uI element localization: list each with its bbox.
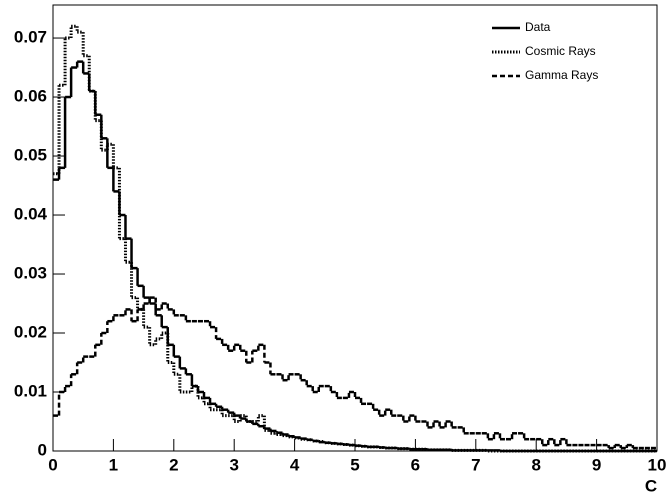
x-tick-label: 10: [648, 455, 667, 474]
x-tick-label: 6: [411, 455, 420, 474]
x-tick-label: 8: [531, 455, 540, 474]
x-tick-label: 7: [471, 455, 480, 474]
y-tick-label: 0.06: [14, 87, 47, 106]
y-tick-label: 0.04: [14, 205, 48, 224]
y-tick-label: 0.03: [14, 264, 47, 283]
y-tick-label: 0.01: [14, 381, 47, 400]
x-tick-label: 4: [290, 455, 300, 474]
legend-label: Data: [525, 20, 551, 34]
y-tick-label: 0: [38, 440, 47, 459]
x-tick-label: 3: [229, 455, 238, 474]
x-tick-label: 1: [109, 455, 118, 474]
y-tick-label: 0.05: [14, 146, 47, 165]
x-tick-label: 9: [592, 455, 601, 474]
legend-label: Gamma Rays: [525, 68, 598, 82]
legend-label: Cosmic Rays: [525, 44, 596, 58]
y-tick-label: 0.07: [14, 28, 47, 47]
x-tick-label: 0: [48, 455, 57, 474]
y-tick-label: 0.02: [14, 322, 47, 341]
x-tick-label: 2: [169, 455, 178, 474]
x-axis-label: C: [645, 476, 657, 495]
x-tick-label: 5: [350, 455, 359, 474]
